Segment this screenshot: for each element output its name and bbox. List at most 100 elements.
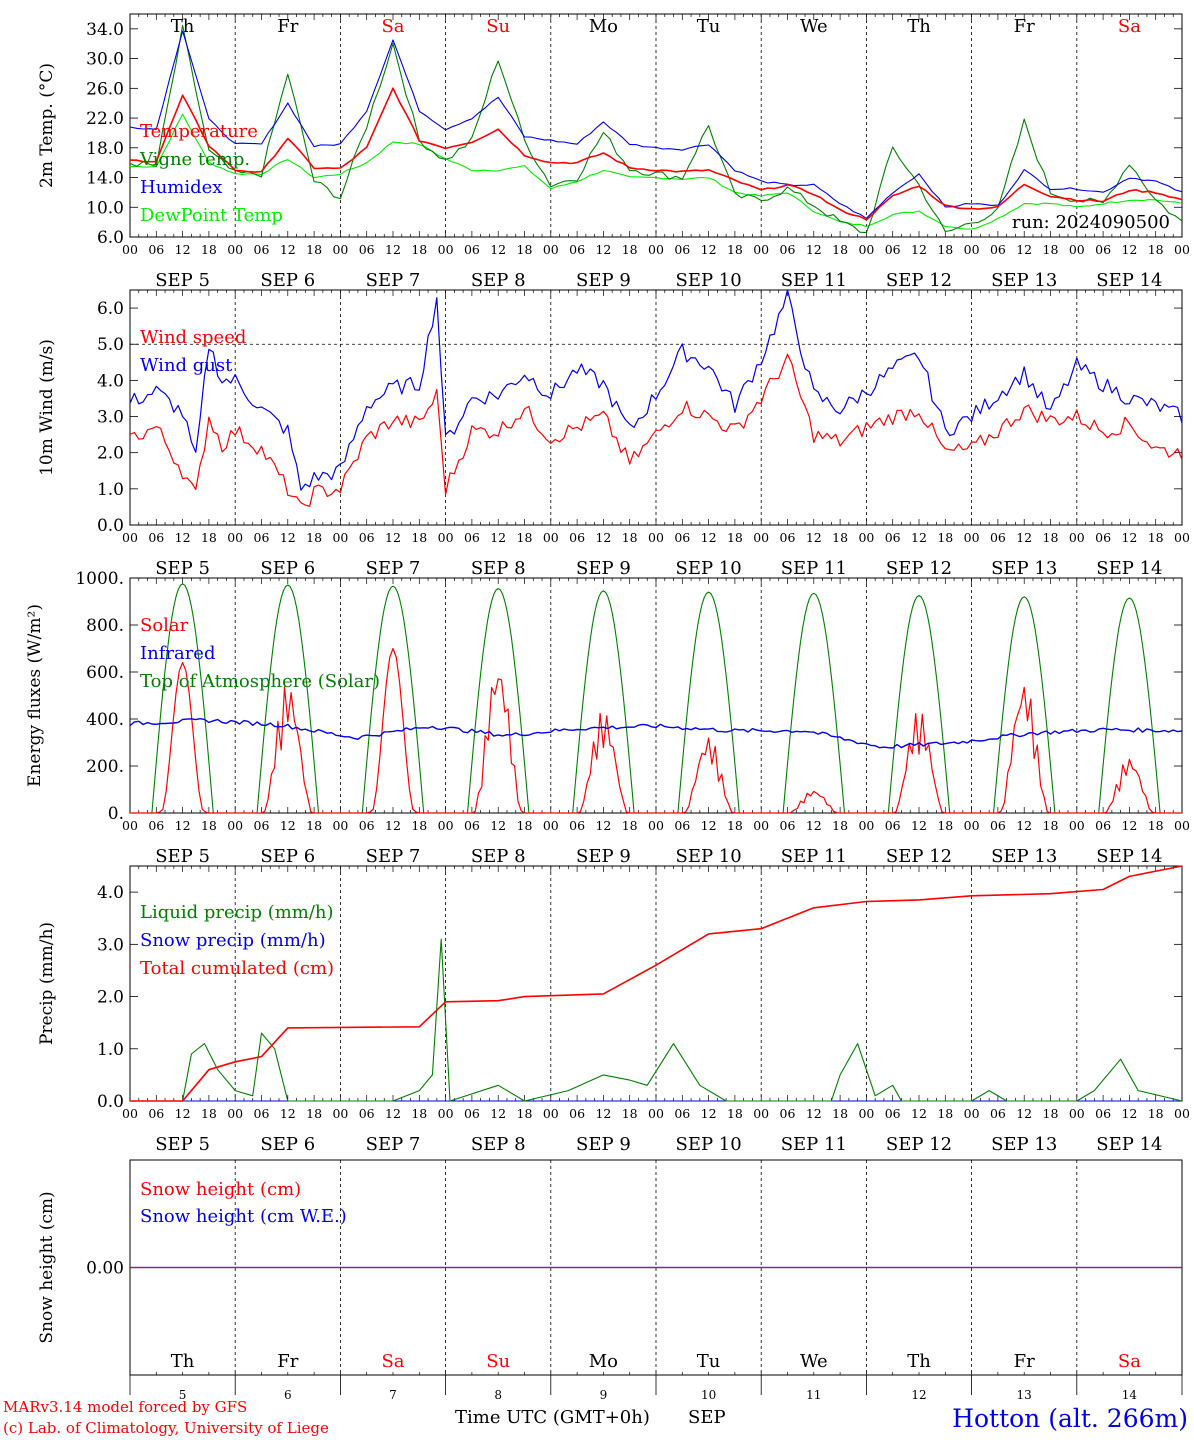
day-name-label: Sa	[1118, 1351, 1141, 1372]
hour-tick-label: 18	[832, 818, 848, 833]
day-name-label: Tu	[697, 1351, 721, 1372]
legend-entry-1: Snow height (cm)	[140, 1179, 301, 1200]
y-axis-title: Energy fluxes (W/m²)	[25, 604, 45, 787]
y-tick-label: 800.	[86, 616, 124, 636]
hour-tick-label: 06	[148, 242, 164, 257]
hour-tick-label: 18	[411, 242, 427, 257]
series-line-2	[129, 289, 1183, 491]
hour-tick-label: 18	[937, 530, 953, 545]
hour-tick-label: 18	[1043, 818, 1059, 833]
y-tick-label: 1000.	[75, 569, 124, 589]
hour-tick-label: 18	[727, 530, 743, 545]
date-label: SEP 6	[260, 558, 315, 579]
legend-entry-2: Snow precip (mm/h)	[140, 930, 326, 951]
hour-tick-label: 12	[280, 530, 296, 545]
day-name-label: Fr	[1014, 16, 1035, 37]
hour-tick-label: 00	[964, 818, 980, 833]
day-name-label: Su	[486, 16, 510, 37]
date-label: SEP 7	[366, 846, 421, 867]
y-tick-label: 2.0	[97, 988, 124, 1008]
panel-2: 00 06 12 18 00 06 12 18 00 06 12 18 00 06 12 18 00 06 12 18…	[37, 289, 1190, 579]
hour-tick-label: 12	[1016, 530, 1032, 545]
date-label: SEP 14	[1096, 1134, 1162, 1155]
hour-tick-label: 12	[806, 818, 822, 833]
hour-tick-label: 06	[569, 818, 585, 833]
hour-tick-label: 12	[806, 530, 822, 545]
y-tick-label: 4.0	[97, 883, 124, 903]
day-name-label: Tu	[697, 16, 721, 37]
hour-tick-label: 06	[885, 818, 901, 833]
hour-tick-label: 00	[227, 242, 243, 257]
hour-tick-label: 06	[885, 530, 901, 545]
day-number-label: 6	[284, 1388, 292, 1402]
hour-tick-label: 18	[937, 818, 953, 833]
day-name-label: Th	[907, 1351, 931, 1372]
hour-tick-label: 18	[201, 818, 217, 833]
day-number-label: 12	[911, 1388, 926, 1402]
hour-tick-label: 12	[490, 818, 506, 833]
hour-tick-label: 18	[306, 242, 322, 257]
hour-tick-label: 18	[306, 1106, 322, 1121]
date-label: SEP 5	[155, 270, 210, 291]
legend-entry-2: Vigne temp.	[139, 149, 250, 170]
hour-tick-label: 18	[411, 530, 427, 545]
date-label: SEP 7	[366, 1134, 421, 1155]
series-line-1	[130, 647, 1182, 814]
hour-tick-label: 00	[227, 1106, 243, 1121]
y-axis-title: 10m Wind (m/s)	[37, 339, 57, 476]
date-label: SEP 10	[675, 558, 741, 579]
y-tick-label: 34.0	[86, 20, 124, 40]
hour-tick-label: 18	[832, 242, 848, 257]
hour-tick-label: 00	[122, 1106, 138, 1121]
hour-tick-label: 12	[595, 1106, 611, 1121]
date-label: SEP 7	[366, 558, 421, 579]
legend-entry-3: Humidex	[140, 177, 222, 198]
day-name-label: Sa	[381, 1351, 404, 1372]
y-tick-label: 400.	[86, 710, 124, 730]
hour-tick-label: 00	[332, 242, 348, 257]
series-line-1	[129, 87, 1183, 221]
date-label: SEP 11	[781, 270, 847, 291]
hour-tick-label: 06	[464, 242, 480, 257]
series-line-2	[129, 24, 1183, 234]
run-annotation: run: 2024090500	[1012, 212, 1170, 233]
hour-tick-label: 12	[595, 242, 611, 257]
hour-tick-label: 06	[990, 1106, 1006, 1121]
hour-tick-label: 12	[280, 242, 296, 257]
day-number-label: 14	[1122, 1388, 1138, 1402]
y-tick-label: 600.	[86, 663, 124, 683]
hour-tick-label: 12	[911, 530, 927, 545]
credit-line-1: MARv3.14 model forced by GFS	[3, 1398, 247, 1416]
hour-tick-label: 06	[359, 242, 375, 257]
hour-tick-label: 12	[701, 818, 717, 833]
series-line-4	[129, 113, 1183, 230]
y-tick-label: 5.0	[97, 335, 124, 355]
hour-tick-label: 18	[727, 1106, 743, 1121]
hour-tick-label: 18	[937, 242, 953, 257]
hour-tick-label: 00	[964, 530, 980, 545]
hour-tick-label: 18	[517, 242, 533, 257]
hour-tick-label: 12	[1121, 1106, 1137, 1121]
series-line-2	[129, 718, 1183, 749]
panel-1: 00 06 12 18 00 06 12 18 00 06 12 18 00 06 12 18 00 06 12 18…	[37, 13, 1190, 291]
hour-tick-label: 00	[858, 818, 874, 833]
date-label: SEP 9	[576, 1134, 631, 1155]
hour-tick-label: 18	[1043, 530, 1059, 545]
date-label: SEP 6	[260, 846, 315, 867]
meteogram-panels: 00 06 12 18 00 06 12 18 00 06 12 18 00 06 12 18 00 06 12 18…	[25, 13, 1190, 1402]
hour-tick-label: 18	[832, 530, 848, 545]
hour-tick-label: 00	[438, 530, 454, 545]
hour-tick-label: 06	[464, 530, 480, 545]
hour-tick-label: 12	[1121, 530, 1137, 545]
date-label: SEP 14	[1096, 558, 1162, 579]
hour-tick-label: 18	[306, 818, 322, 833]
credit-line-2: (c) Lab. of Climatology, University of L…	[3, 1419, 329, 1437]
hour-tick-label: 00	[753, 530, 769, 545]
hour-tick-label: 06	[674, 530, 690, 545]
date-label: SEP 8	[471, 1134, 526, 1155]
series-line-1	[130, 938, 1183, 1102]
hour-tick-label: 00	[332, 818, 348, 833]
hour-tick-label: 06	[1095, 818, 1111, 833]
date-label: SEP 9	[576, 846, 631, 867]
